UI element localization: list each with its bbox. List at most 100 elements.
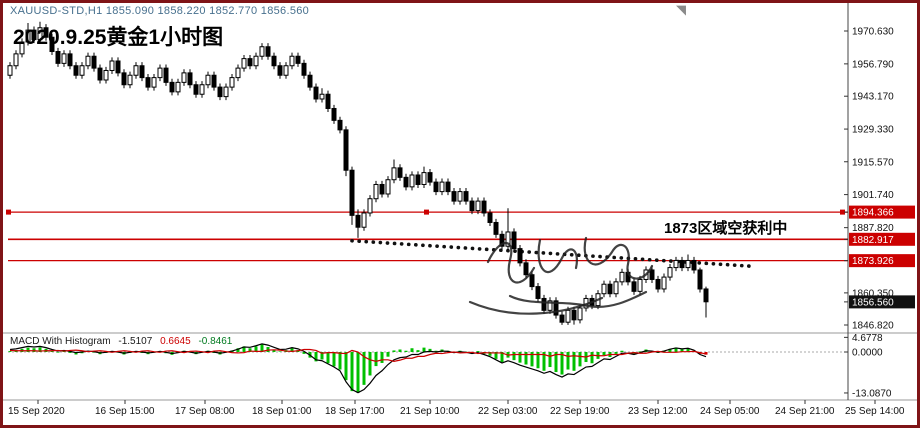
time-axis-label: 22 Sep 03:00 (478, 406, 538, 417)
candle-body (337, 119, 343, 131)
macd-axis-label: -13.0870 (852, 388, 892, 399)
candle-body (427, 172, 433, 183)
candle-body (415, 174, 421, 185)
candle-body (49, 36, 55, 52)
candle-body (451, 191, 457, 202)
candle-body (175, 81, 181, 93)
candle-body (301, 62, 307, 76)
candle-body (457, 191, 463, 202)
candle-body (247, 58, 253, 67)
candle-body (97, 67, 103, 81)
candle-body (553, 300, 559, 316)
indicator-value-signal: 0.6645 (160, 336, 191, 347)
candle-body (439, 181, 445, 193)
candle-body (493, 221, 499, 235)
candle-body (295, 55, 301, 64)
candle-body (205, 74, 211, 86)
candle-body (547, 300, 553, 311)
candle-body (217, 86, 223, 98)
candle-body (259, 46, 265, 57)
candle-body (277, 65, 283, 76)
chart-background (3, 3, 917, 425)
candle-body (193, 84, 199, 95)
candle-body (31, 29, 37, 41)
indicator-name: MACD With Histogram (10, 336, 111, 347)
price-tag-label: 1856.560 (852, 297, 894, 308)
time-axis-label: 24 Sep 21:00 (775, 406, 835, 417)
candle-body (679, 259, 685, 269)
candle-body (271, 55, 277, 67)
candle-body (103, 69, 109, 81)
candle-body (313, 86, 319, 100)
candle-body (25, 29, 31, 43)
candle-body (121, 72, 127, 86)
candle-body (649, 269, 655, 280)
price-tag-label: 1882.917 (852, 235, 894, 246)
candle-body (523, 262, 529, 276)
candle-body (511, 231, 517, 250)
price-axis-label: 1915.570 (852, 157, 894, 168)
watermark-signature (537, 238, 578, 273)
candle-body (343, 129, 349, 171)
candle-body (487, 212, 493, 223)
candle-body (109, 60, 115, 71)
candle-body (307, 74, 313, 88)
candle-body (319, 93, 325, 100)
price-axis-label: 1860.350 (852, 288, 894, 299)
candle-body (163, 67, 169, 83)
price-axis-label: 1970.630 (852, 27, 894, 38)
level-line-handle[interactable] (6, 209, 11, 215)
time-axis-label: 23 Sep 12:00 (628, 406, 688, 417)
candle-body (421, 172, 427, 185)
candle-body (253, 55, 259, 67)
candle-body (67, 53, 73, 67)
candle-body (235, 67, 241, 79)
watermark-signature (508, 290, 648, 308)
candle-body (607, 283, 613, 295)
candle-body (187, 72, 193, 86)
macd-signal-line (9, 348, 707, 363)
candle-body (445, 181, 451, 193)
chart-shift-icon[interactable]: ◥ (676, 2, 686, 17)
price-axis-label: 1943.170 (852, 92, 894, 103)
candle-body (673, 259, 679, 269)
time-axis-label: 24 Sep 05:00 (700, 406, 760, 417)
candle-body (79, 65, 85, 76)
candle-body (385, 179, 391, 195)
candle-body (577, 307, 583, 321)
time-axis-label: 17 Sep 08:00 (175, 406, 235, 417)
time-axis-label: 18 Sep 01:00 (252, 406, 312, 417)
candle-body (661, 276, 667, 290)
candle-body (631, 281, 637, 292)
candle-body (283, 65, 289, 76)
candle-body (331, 107, 337, 121)
candle-body (685, 259, 691, 269)
candle-body (265, 46, 271, 57)
candle-body (397, 167, 403, 178)
candle-body (43, 27, 49, 38)
candle-body (433, 181, 439, 193)
candle-body (655, 278, 661, 290)
candle-body (325, 93, 331, 109)
candle-body (601, 283, 607, 295)
candle-body (19, 41, 25, 55)
macd-axis-label: 0.0000 (852, 348, 883, 359)
candle-body (229, 77, 235, 88)
price-tag (849, 254, 915, 268)
candle-body (55, 50, 61, 64)
candle-body (133, 65, 139, 76)
candle-body (481, 200, 487, 214)
candle-body (697, 269, 703, 290)
level-line-handle[interactable] (424, 209, 429, 215)
candle-body (115, 60, 121, 74)
candle-body (517, 248, 523, 264)
level-line-handle[interactable] (840, 209, 845, 215)
candle-body (85, 55, 91, 67)
candle-body (469, 200, 475, 212)
price-axis-label: 1887.820 (852, 223, 894, 234)
macd-axis-label: 4.6778 (852, 333, 883, 344)
candle-body (241, 58, 247, 69)
candle-body (559, 314, 565, 323)
